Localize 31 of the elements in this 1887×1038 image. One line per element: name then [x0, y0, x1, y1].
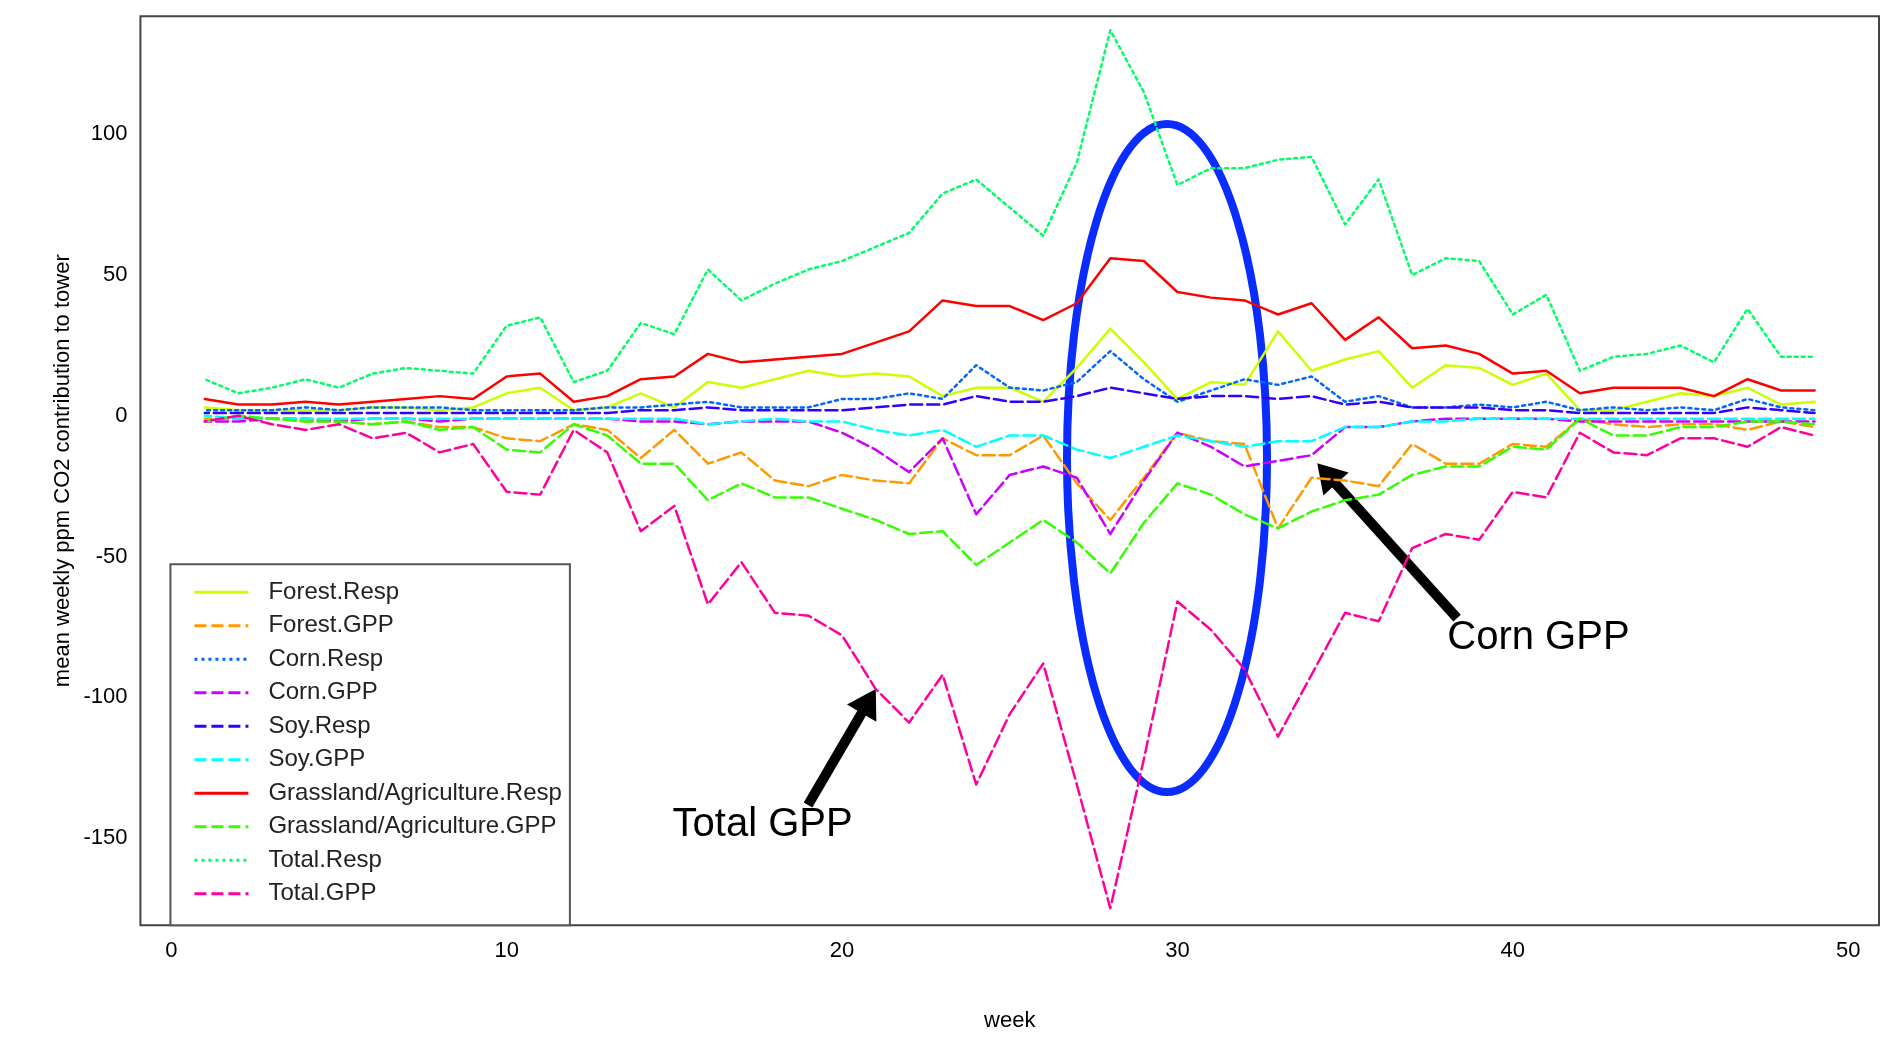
- legend-label: Soy.GPP: [268, 744, 366, 772]
- y-tick-label: 100: [90, 120, 128, 146]
- x-axis-title: week: [983, 1006, 1037, 1032]
- x-tick-label: 0: [165, 937, 178, 963]
- y-tick-label: 50: [102, 261, 128, 287]
- legend-label: Corn.Resp: [268, 643, 384, 671]
- x-tick-label: 40: [1500, 937, 1526, 963]
- y-tick-label: -100: [83, 683, 128, 709]
- line-series: [203, 414, 1816, 910]
- annotation: Total GPP: [672, 799, 853, 844]
- legend-label: Corn.GPP: [268, 677, 378, 705]
- legend-label: Total.GPP: [268, 878, 377, 906]
- line-series: [203, 349, 1816, 412]
- legend-label: Forest.GPP: [268, 610, 394, 638]
- x-tick-label: 50: [1835, 937, 1861, 963]
- line-series: [203, 414, 1816, 460]
- x-tick-label: 10: [494, 937, 519, 963]
- legend-label: Grassland/Agriculture.Resp: [268, 777, 562, 805]
- x-tick-label: 20: [829, 937, 855, 963]
- legend-label: Grassland/Agriculture.GPP: [268, 811, 557, 839]
- y-tick-label: 0: [115, 401, 128, 427]
- legend-label: Total.Resp: [268, 844, 382, 872]
- y-axis-title: mean weekly ppm CO2 contribution to tower: [49, 254, 75, 688]
- annotation: Corn GPP: [1447, 613, 1630, 658]
- y-tick-label: -150: [83, 824, 128, 850]
- legend-label: Soy.Resp: [268, 710, 371, 738]
- x-tick-label: 30: [1165, 937, 1190, 963]
- line-series: [203, 386, 1816, 415]
- line-series: [203, 29, 1816, 395]
- y-tick-label: -50: [95, 542, 128, 568]
- legend-label: Forest.Resp: [268, 576, 400, 604]
